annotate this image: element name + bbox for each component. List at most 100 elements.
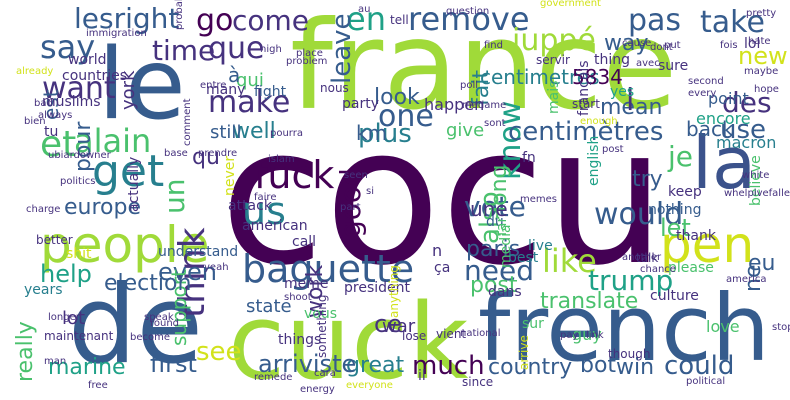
- word-translate-62: translate: [540, 289, 638, 314]
- word-dans-126: dans: [488, 284, 522, 300]
- word-energy-184: energy: [300, 384, 335, 395]
- word-paris-54: paris: [466, 237, 520, 262]
- word-poll-217: poll: [460, 80, 478, 91]
- word-everyone-183: everyone: [346, 380, 393, 391]
- word-plus-46: plus: [358, 119, 412, 149]
- word-le-2: le: [98, 28, 186, 142]
- word-ce-78: ce: [374, 310, 402, 338]
- word-islam-199: islam: [268, 154, 295, 165]
- word-media-125: media: [498, 224, 514, 268]
- word-si-212: si: [366, 186, 374, 197]
- word-comment-162: comment: [182, 98, 193, 146]
- word-political-185: political: [686, 376, 725, 387]
- word-centimètres-42: centimètres: [508, 117, 663, 147]
- word-sure-109: sure: [658, 58, 688, 74]
- word-entre-160: entre: [200, 80, 226, 91]
- word-could-65: could: [664, 351, 734, 381]
- word-york-95: york: [118, 70, 139, 110]
- word-world-108: world: [68, 52, 107, 68]
- word-hate-218: hate: [748, 36, 771, 47]
- word-tell-155: tell: [390, 13, 409, 27]
- word-lol-111: lol: [744, 36, 760, 52]
- word-lot-82: lot: [62, 308, 85, 329]
- word-pourra-163: pourra: [270, 128, 303, 139]
- word-lose-152: lose: [402, 329, 426, 343]
- word-win-67: win: [616, 355, 654, 380]
- word-way-83: way: [604, 31, 649, 56]
- word-l-86: l: [626, 83, 634, 118]
- word-want-23: want: [42, 71, 116, 106]
- word-est-94: est: [39, 89, 63, 120]
- word-much-68: much: [412, 351, 485, 381]
- word-longer-197: longer: [48, 312, 81, 323]
- word-many-96: many: [206, 82, 245, 98]
- word-juppé-17: juppé: [511, 23, 596, 58]
- word-faire-194: faire: [254, 192, 276, 203]
- word-love-118: love: [706, 317, 740, 336]
- word-us-14: us: [242, 189, 286, 233]
- word-trump-29: trump: [588, 264, 673, 297]
- word-america-174: america: [726, 274, 767, 285]
- word-culture-117: culture: [650, 288, 699, 304]
- word-round-196: round: [150, 318, 179, 329]
- word-chance-170: chance: [640, 264, 676, 275]
- word-years-77: years: [24, 282, 63, 298]
- word-yes-105: yes: [610, 84, 634, 100]
- word-long-56: long: [487, 165, 512, 212]
- word-cara-168: cara: [314, 368, 336, 379]
- word-base-204: base: [164, 148, 188, 159]
- word-à-93: à: [228, 63, 240, 87]
- word-madame-201: madame: [462, 100, 506, 111]
- word-say-22: say: [40, 28, 95, 66]
- word-cuck-4: cuck: [228, 281, 469, 400]
- word-tu-142: tu: [44, 124, 58, 140]
- word-politics-179: politics: [60, 176, 95, 187]
- word-whelpivefallenover-178: whelpivefallenover: [724, 188, 790, 199]
- word-try-58: try: [632, 167, 663, 192]
- word-something-145: something: [315, 294, 329, 358]
- word-post-63: post: [470, 273, 518, 298]
- word-sur-127: sur: [522, 316, 544, 332]
- word-place-220: place: [296, 48, 323, 59]
- word-sont-203: sont: [484, 118, 506, 129]
- word-one-45: one: [378, 99, 434, 134]
- word-never-140: never: [222, 156, 238, 196]
- word-attack-141: attack: [228, 198, 273, 214]
- word-bien-190: bien: [24, 116, 46, 127]
- word-il-130: il: [418, 368, 426, 384]
- word-question-154: question: [446, 6, 489, 17]
- word-really-73: really: [13, 321, 38, 382]
- word-though-144: though: [608, 347, 650, 361]
- word-vient-151: vient: [436, 327, 466, 341]
- word-live-121: live: [528, 238, 553, 254]
- word-cocu-0: cocu: [220, 86, 666, 307]
- word-fois-216: fois: [720, 40, 738, 51]
- word-meme-135: meme: [284, 276, 329, 292]
- word-mais-104: mais: [546, 81, 562, 114]
- word-un-49: un: [158, 179, 191, 215]
- word-english-113: english: [586, 136, 602, 186]
- word-free-188: free: [88, 380, 108, 391]
- word-avec-202: avec: [636, 58, 660, 69]
- word-people-7: people: [40, 216, 209, 274]
- word-give-91: give: [446, 120, 484, 141]
- word-yeah-213: yeah: [204, 262, 229, 273]
- word-better-149: better: [36, 233, 73, 247]
- word-since-143: since: [462, 375, 493, 389]
- word-bad-209: bad: [34, 98, 53, 109]
- word-think-15: think: [172, 227, 213, 318]
- word-charge-191: charge: [26, 204, 60, 215]
- word-et-11: et: [40, 124, 76, 165]
- word-far-124: far: [494, 216, 510, 236]
- word-well-88: well: [232, 119, 276, 144]
- word-national-166: national: [460, 328, 501, 339]
- word-qu-51: qu: [192, 145, 220, 170]
- word-mean-84: mean: [600, 95, 662, 120]
- word-des-39: des: [722, 86, 772, 119]
- word-fn-112: fn: [522, 150, 536, 166]
- word-first-71: first: [150, 350, 197, 378]
- word-see-53: see: [196, 337, 242, 367]
- word-bot-66: bot: [580, 353, 616, 378]
